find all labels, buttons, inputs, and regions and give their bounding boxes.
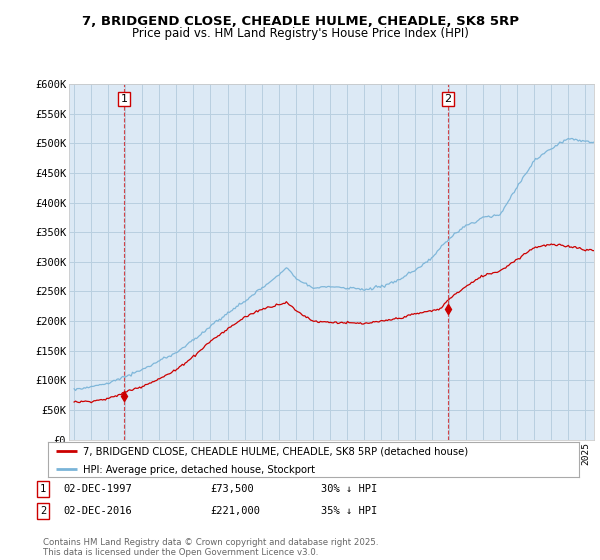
Text: HPI: Average price, detached house, Stockport: HPI: Average price, detached house, Stoc…: [83, 465, 314, 475]
Text: 1: 1: [40, 484, 46, 494]
Text: 2: 2: [40, 506, 46, 516]
Text: 30% ↓ HPI: 30% ↓ HPI: [321, 484, 377, 494]
Text: 2: 2: [444, 94, 451, 104]
Text: 35% ↓ HPI: 35% ↓ HPI: [321, 506, 377, 516]
Text: Contains HM Land Registry data © Crown copyright and database right 2025.
This d: Contains HM Land Registry data © Crown c…: [43, 538, 379, 557]
Text: 1: 1: [121, 94, 127, 104]
Text: £221,000: £221,000: [210, 506, 260, 516]
Text: 02-DEC-1997: 02-DEC-1997: [63, 484, 132, 494]
Text: Price paid vs. HM Land Registry's House Price Index (HPI): Price paid vs. HM Land Registry's House …: [131, 27, 469, 40]
Text: 7, BRIDGEND CLOSE, CHEADLE HULME, CHEADLE, SK8 5RP (detached house): 7, BRIDGEND CLOSE, CHEADLE HULME, CHEADL…: [83, 447, 467, 457]
Text: £73,500: £73,500: [210, 484, 254, 494]
Text: 02-DEC-2016: 02-DEC-2016: [63, 506, 132, 516]
Text: 7, BRIDGEND CLOSE, CHEADLE HULME, CHEADLE, SK8 5RP: 7, BRIDGEND CLOSE, CHEADLE HULME, CHEADL…: [82, 15, 518, 28]
